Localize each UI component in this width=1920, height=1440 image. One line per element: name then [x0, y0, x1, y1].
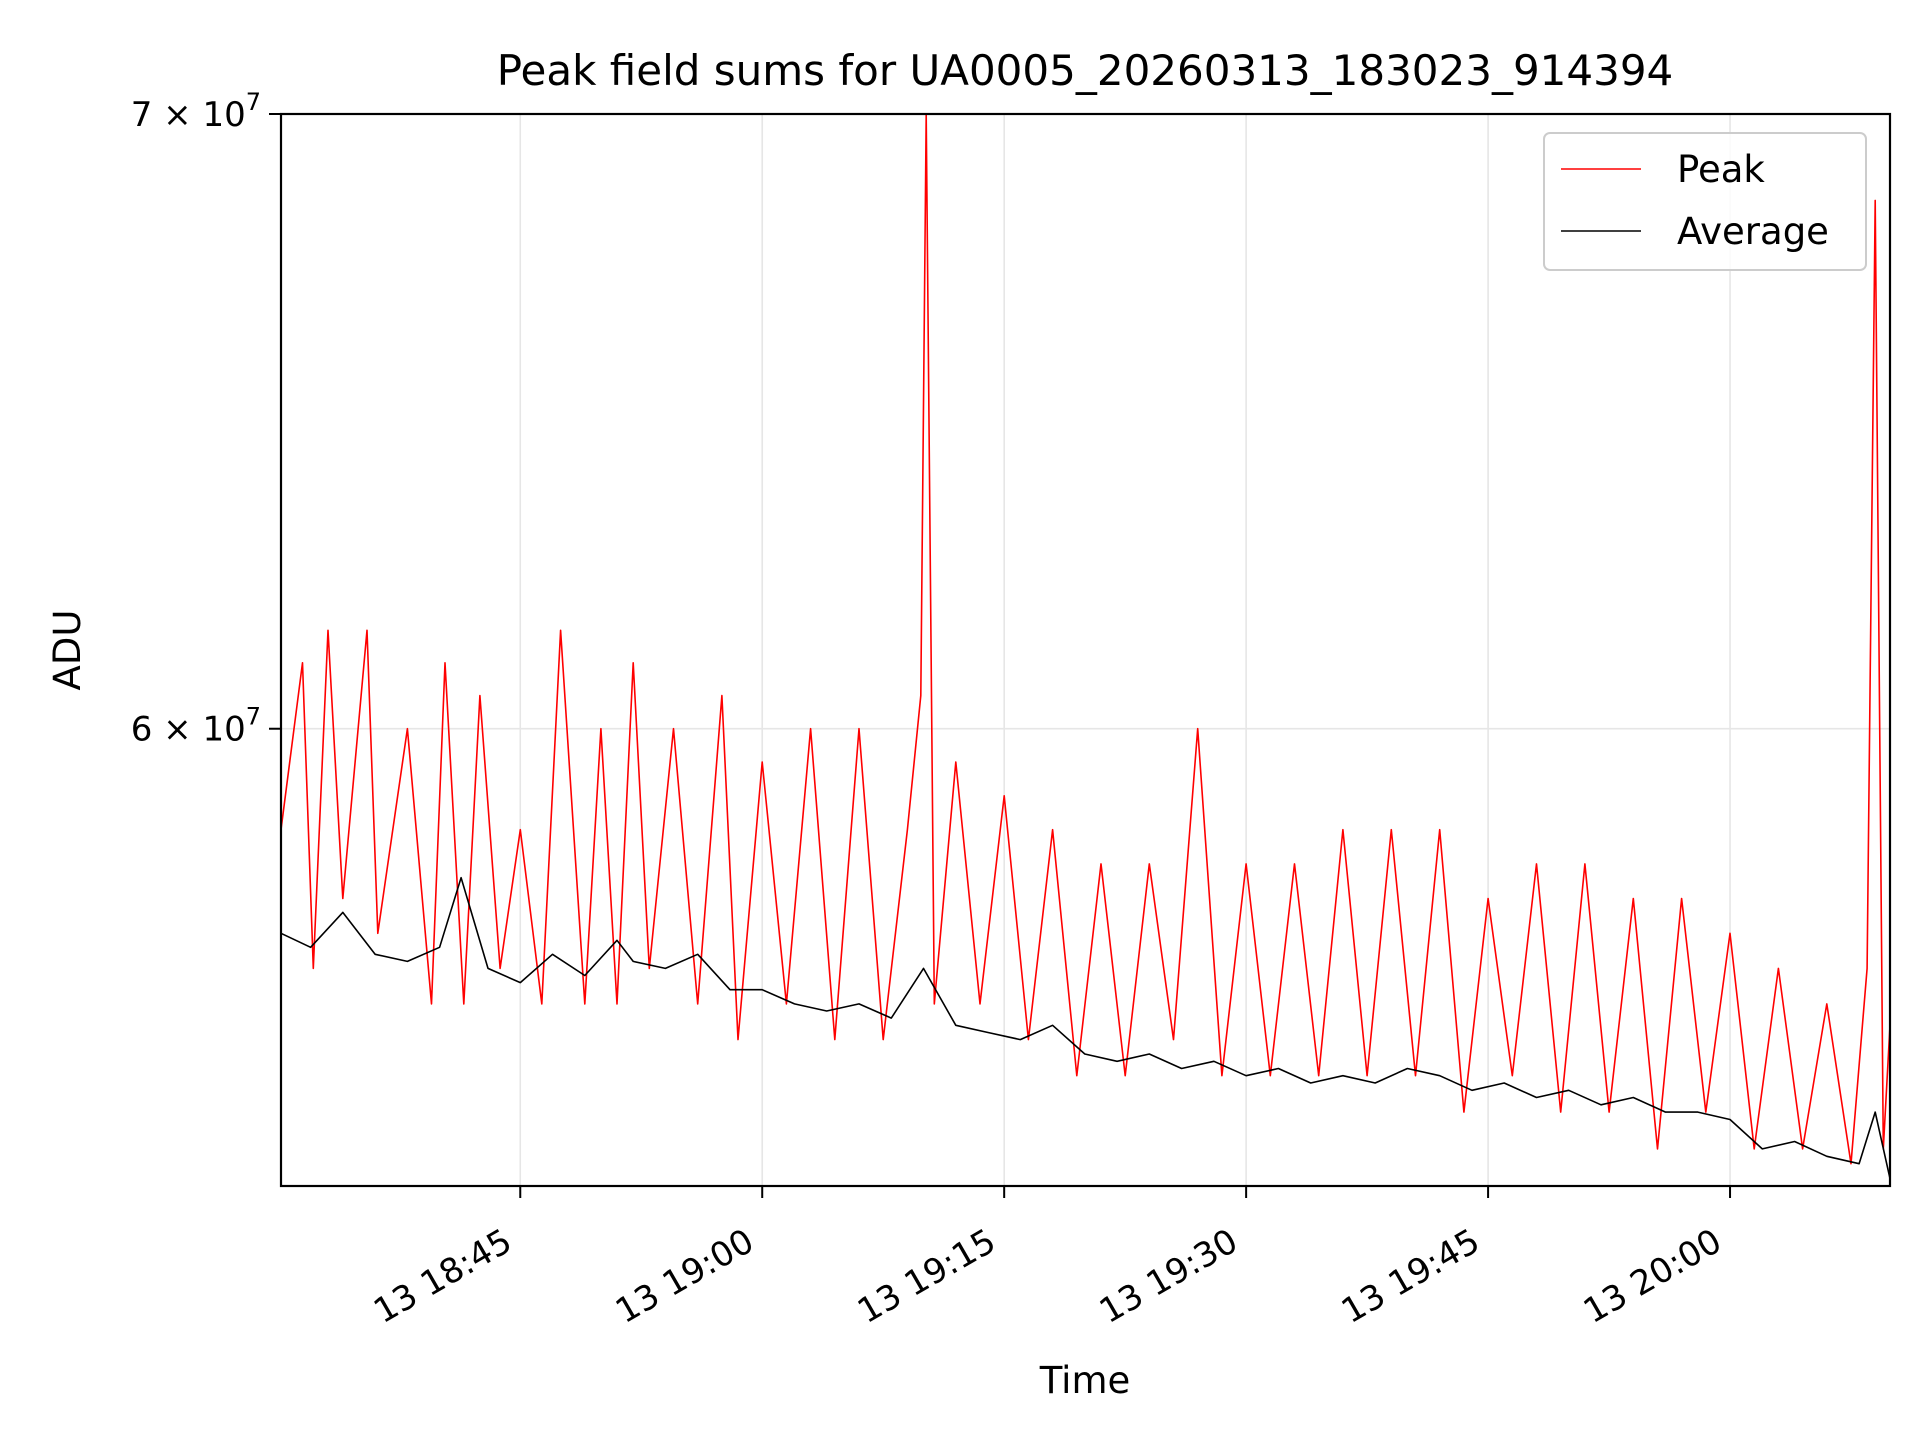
legend-label-peak: Peak	[1677, 148, 1765, 191]
x-tick-label: 13 19:30	[1093, 1221, 1245, 1332]
y-tick-label: 7 × 107	[131, 88, 261, 135]
x-axis-label: Time	[1039, 1359, 1131, 1402]
series-line-average	[280, 876, 1891, 1179]
x-tick-label: 13 19:15	[851, 1221, 1003, 1332]
legend-box	[1543, 132, 1867, 271]
series-line-peak	[280, 113, 1891, 1165]
grid-lines	[281, 113, 1890, 1186]
legend: Peak Average	[1543, 132, 1867, 271]
y-axis-ticks: 6 × 107 7 × 107	[131, 88, 281, 750]
legend-label-average: Average	[1677, 210, 1829, 253]
x-axis-ticks: 13 18:45 13 19:00 13 19:15 13 19:30 13 19:45…	[367, 1186, 1732, 1332]
x-tick-label: 13 19:45	[1335, 1221, 1487, 1332]
series-lines	[280, 113, 1891, 1179]
y-axis-label: ADU	[46, 610, 89, 691]
x-tick-label: 13 18:45	[367, 1221, 519, 1332]
plot-frame	[279, 112, 1892, 1188]
x-tick-label: 13 20:00	[1577, 1221, 1729, 1332]
y-tick-label: 6 × 107	[131, 703, 261, 750]
chart-title: Peak field sums for UA0005_20260313_1830…	[497, 46, 1674, 95]
x-tick-label: 13 19:00	[609, 1221, 761, 1332]
